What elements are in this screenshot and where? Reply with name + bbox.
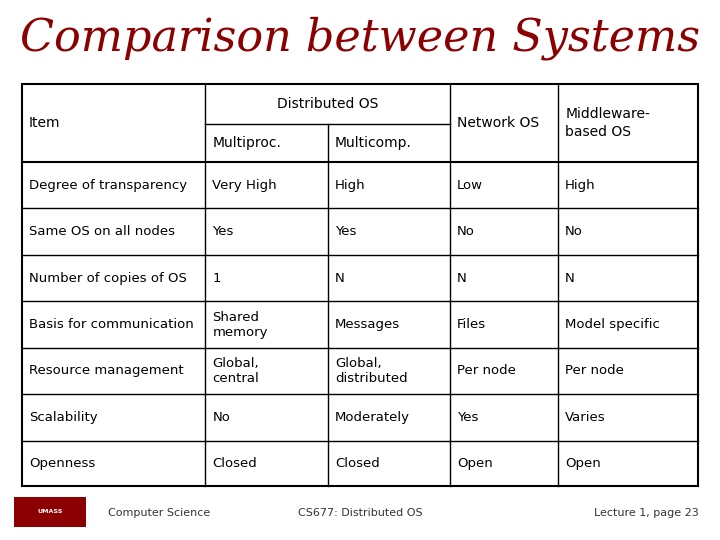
Text: Model specific: Model specific	[565, 318, 660, 331]
Text: Resource management: Resource management	[29, 364, 184, 377]
Text: N: N	[457, 272, 467, 285]
Text: Global,
central: Global, central	[212, 357, 259, 385]
Text: No: No	[565, 225, 583, 238]
Text: Multiproc.: Multiproc.	[212, 136, 282, 150]
Text: Comparison between Systems: Comparison between Systems	[20, 16, 700, 60]
Text: Varies: Varies	[565, 411, 606, 424]
Text: Lecture 1, page 23: Lecture 1, page 23	[594, 508, 698, 518]
Text: No: No	[457, 225, 475, 238]
Text: UMASS: UMASS	[37, 509, 63, 515]
Text: Basis for communication: Basis for communication	[29, 318, 194, 331]
Text: Same OS on all nodes: Same OS on all nodes	[29, 225, 175, 238]
Text: Open: Open	[457, 457, 493, 470]
Text: Number of copies of OS: Number of copies of OS	[29, 272, 186, 285]
Text: N: N	[335, 272, 345, 285]
Text: Yes: Yes	[212, 225, 234, 238]
Text: Openness: Openness	[29, 457, 95, 470]
Text: High: High	[335, 179, 366, 192]
Text: Low: Low	[457, 179, 483, 192]
Text: Middleware-
based OS: Middleware- based OS	[565, 107, 650, 138]
Text: N: N	[565, 272, 575, 285]
Text: Multicomp.: Multicomp.	[335, 136, 412, 150]
Text: Very High: Very High	[212, 179, 277, 192]
Text: Shared
memory: Shared memory	[212, 310, 268, 339]
Text: Network OS: Network OS	[457, 116, 539, 130]
Text: Closed: Closed	[335, 457, 379, 470]
Text: Distributed OS: Distributed OS	[277, 97, 378, 111]
Text: No: No	[212, 411, 230, 424]
Text: Closed: Closed	[212, 457, 257, 470]
Text: Per node: Per node	[457, 364, 516, 377]
Text: Item: Item	[29, 116, 60, 130]
Text: Files: Files	[457, 318, 486, 331]
Text: 1: 1	[212, 272, 221, 285]
Text: High: High	[565, 179, 596, 192]
Text: Yes: Yes	[457, 411, 479, 424]
Text: Scalability: Scalability	[29, 411, 97, 424]
Text: Moderately: Moderately	[335, 411, 410, 424]
Text: Per node: Per node	[565, 364, 624, 377]
Text: Yes: Yes	[335, 225, 356, 238]
Text: CS677: Distributed OS: CS677: Distributed OS	[297, 508, 423, 518]
Text: Open: Open	[565, 457, 601, 470]
Text: Global,
distributed: Global, distributed	[335, 357, 408, 385]
Text: Messages: Messages	[335, 318, 400, 331]
Text: Degree of transparency: Degree of transparency	[29, 179, 187, 192]
Bar	[14, 497, 86, 526]
Text: Computer Science: Computer Science	[108, 508, 210, 518]
